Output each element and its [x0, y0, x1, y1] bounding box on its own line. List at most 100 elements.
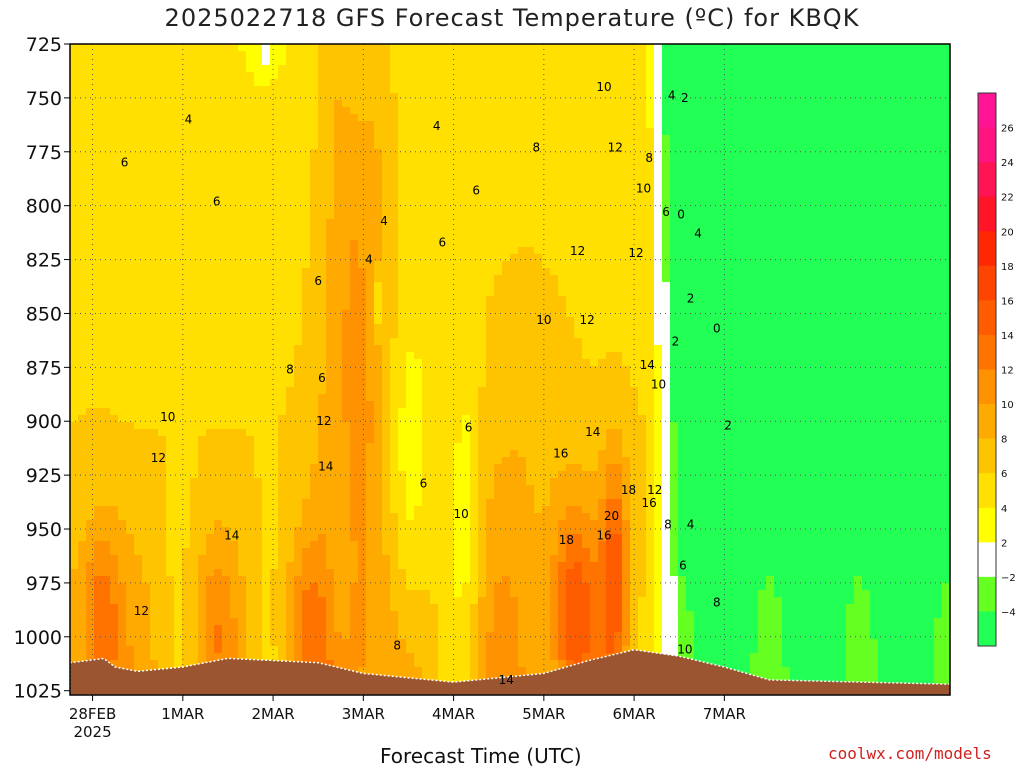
- heatmap-cell: [214, 576, 223, 584]
- heatmap-cell: [174, 247, 183, 255]
- heatmap-cell: [438, 254, 447, 262]
- heatmap-cell: [326, 660, 335, 668]
- heatmap-cell: [398, 471, 407, 479]
- heatmap-cell: [350, 604, 359, 612]
- heatmap-cell: [446, 583, 455, 591]
- heatmap-cell: [366, 268, 375, 276]
- heatmap-cell: [358, 156, 367, 164]
- heatmap-cell: [294, 373, 303, 381]
- heatmap-cell: [126, 576, 135, 584]
- heatmap-cell: [222, 345, 231, 353]
- heatmap-cell: [198, 492, 207, 500]
- heatmap-cell: [206, 268, 215, 276]
- heatmap-cell: [142, 114, 151, 122]
- heatmap-cell: [318, 555, 327, 563]
- heatmap-cell: [286, 142, 295, 150]
- heatmap-cell: [470, 625, 479, 633]
- heatmap-cell: [478, 345, 487, 353]
- heatmap-cell: [70, 450, 79, 458]
- heatmap-cell: [470, 534, 479, 542]
- heatmap-cell: [318, 373, 327, 381]
- heatmap-cell: [214, 380, 223, 388]
- heatmap-cell: [478, 527, 487, 535]
- heatmap-cell: [286, 569, 295, 577]
- heatmap-cell: [190, 555, 199, 563]
- heatmap-cell: [310, 100, 319, 108]
- heatmap-cell: [406, 240, 415, 248]
- heatmap-cell: [446, 275, 455, 283]
- heatmap-cell: [158, 436, 167, 444]
- heatmap-cell: [462, 618, 471, 626]
- heatmap-cell: [438, 317, 447, 325]
- heatmap-cell: [206, 282, 215, 290]
- heatmap-cell: [286, 317, 295, 325]
- heatmap-cell: [342, 177, 351, 185]
- heatmap-cell: [198, 513, 207, 521]
- heatmap-cell: [110, 219, 119, 227]
- heatmap-cell: [286, 352, 295, 360]
- heatmap-cell: [366, 275, 375, 283]
- heatmap-cell: [110, 436, 119, 444]
- heatmap-cell: [374, 562, 383, 570]
- heatmap-cell: [94, 548, 103, 556]
- heatmap-cell: [414, 261, 423, 269]
- heatmap-cell: [342, 569, 351, 577]
- heatmap-cell: [302, 226, 311, 234]
- heatmap-cell: [470, 639, 479, 647]
- heatmap-cell: [366, 443, 375, 451]
- heatmap-cell: [278, 233, 287, 241]
- heatmap-cell: [222, 597, 231, 605]
- heatmap-cell: [94, 184, 103, 192]
- heatmap-cell: [86, 408, 95, 416]
- heatmap-cell: [270, 366, 279, 374]
- heatmap-cell: [206, 646, 215, 654]
- heatmap-cell: [198, 639, 207, 647]
- heatmap-cell: [326, 205, 335, 213]
- heatmap-cell: [174, 317, 183, 325]
- heatmap-cell: [158, 478, 167, 486]
- heatmap-cell: [246, 485, 255, 493]
- heatmap-cell: [446, 632, 455, 640]
- heatmap-cell: [358, 429, 367, 437]
- heatmap-cell: [278, 506, 287, 514]
- heatmap-cell: [262, 611, 271, 619]
- heatmap-cell: [182, 527, 191, 535]
- heatmap-cell: [438, 366, 447, 374]
- heatmap-cell: [310, 569, 319, 577]
- heatmap-cell: [454, 107, 463, 115]
- heatmap-cell: [182, 317, 191, 325]
- heatmap-cell: [310, 51, 319, 59]
- heatmap-cell: [470, 387, 479, 395]
- heatmap-cell: [478, 674, 487, 682]
- heatmap-cell: [446, 247, 455, 255]
- heatmap-cell: [254, 485, 263, 493]
- heatmap-cell: [158, 611, 167, 619]
- heatmap-cell: [142, 254, 151, 262]
- heatmap-cell: [318, 408, 327, 416]
- heatmap-cell: [110, 359, 119, 367]
- heatmap-cell: [278, 289, 287, 297]
- heatmap-cell: [246, 100, 255, 108]
- heatmap-cell: [86, 422, 95, 430]
- heatmap-cell: [262, 86, 271, 94]
- heatmap-cell: [278, 86, 287, 94]
- heatmap-cell: [422, 170, 431, 178]
- heatmap-cell: [438, 499, 447, 507]
- heatmap-cell: [70, 100, 79, 108]
- heatmap-cell: [190, 184, 199, 192]
- heatmap-cell: [262, 93, 271, 101]
- heatmap-cell: [86, 450, 95, 458]
- heatmap-cell: [86, 247, 95, 255]
- heatmap-cell: [86, 275, 95, 283]
- heatmap-cell: [294, 422, 303, 430]
- heatmap-cell: [182, 387, 191, 395]
- heatmap-cell: [294, 58, 303, 66]
- heatmap-cell: [222, 590, 231, 598]
- heatmap-cell: [454, 667, 463, 675]
- heatmap-cell: [398, 380, 407, 388]
- heatmap-cell: [174, 422, 183, 430]
- heatmap-cell: [158, 352, 167, 360]
- heatmap-cell: [142, 639, 151, 647]
- heatmap-cell: [134, 93, 143, 101]
- heatmap-cell: [254, 268, 263, 276]
